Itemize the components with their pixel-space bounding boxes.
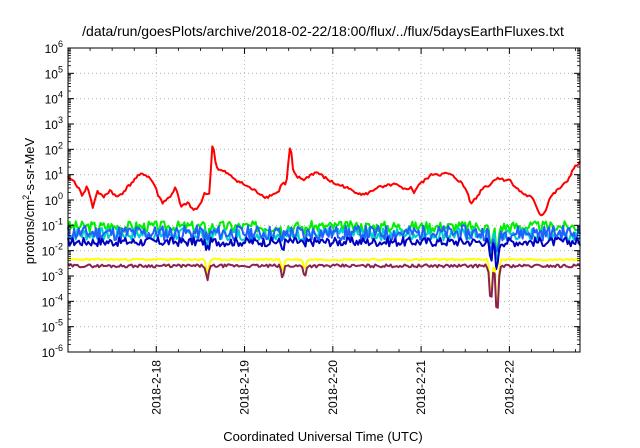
y-tick-base: 10 [45,42,59,56]
y-axis-label-sup: 2 [21,195,31,200]
y-tick-base: 10 [42,295,56,309]
y-tick-base: 10 [42,245,56,259]
x-tick-label: 2018-2-20 [326,360,340,415]
y-axis-ticks: 10-610-510-410-310-210-11001011021031041… [42,39,580,360]
y-tick-base: 10 [45,67,59,81]
y-tick-exponent: 1 [58,166,63,176]
y-tick-label: 106 [45,39,63,56]
x-tick-label: 2018-2-21 [414,360,428,415]
y-tick-label: 10-5 [42,318,63,335]
y-tick-label: 101 [45,166,63,183]
y-tick-exponent: -2 [55,242,63,252]
y-tick-base: 10 [45,169,59,183]
y-tick-exponent: -1 [55,216,63,226]
y-axis-label-post: -s-sr-MeV [22,137,37,194]
x-axis-ticks: 2018-2-18 2018-2-19 2018-2-20 2018-2-21 2018… [89,48,576,415]
y-tick-label: 10-6 [42,343,63,360]
x-tick-label: 2018-2-18 [149,360,163,415]
x-tick-label: 2018-2-22 [502,360,516,415]
series-line-3 [67,224,581,253]
y-tick-label: 10-2 [42,242,63,259]
series-group [67,145,581,309]
y-tick-exponent: -3 [55,267,63,277]
series-line-6 [67,263,581,309]
y-axis-label-pre: protons/cm [22,200,37,264]
y-tick-label: 105 [45,64,63,81]
x-axis-label: Coordinated Universal Time (UTC) [223,429,422,444]
y-tick-exponent: 5 [58,64,63,74]
series-line-5 [67,257,581,303]
y-tick-base: 10 [45,194,59,208]
y-tick-exponent: 4 [58,90,63,100]
y-tick-exponent: -5 [55,318,63,328]
y-tick-label: 103 [45,115,63,132]
y-tick-exponent: 2 [58,140,63,150]
y-axis-label: protons/cm2-s-sr-MeV [21,137,37,264]
y-tick-label: 10-4 [42,292,63,309]
y-tick-label: 104 [45,90,63,107]
y-tick-base: 10 [42,219,56,233]
chart-title: /data/run/goesPlots/archive/2018-02-22/1… [82,23,564,39]
y-tick-exponent: 6 [58,39,63,49]
y-tick-label: 102 [45,140,63,157]
y-tick-label: 10-1 [42,216,63,233]
series-line-4 [67,236,581,271]
y-tick-exponent: -6 [55,343,63,353]
y-tick-exponent: 3 [58,115,63,125]
y-tick-base: 10 [42,270,56,284]
y-tick-exponent: -4 [55,292,63,302]
y-tick-base: 10 [45,118,59,132]
y-tick-base: 10 [45,143,59,157]
y-tick-label: 100 [45,191,63,208]
x-tick-label: 2018-2-19 [238,360,252,415]
y-tick-label: 10-3 [42,267,63,284]
y-tick-exponent: 0 [58,191,63,201]
y-tick-base: 10 [45,93,59,107]
y-tick-base: 10 [42,346,56,360]
y-tick-base: 10 [42,321,56,335]
series-line-0 [67,145,581,217]
grid [68,48,580,352]
